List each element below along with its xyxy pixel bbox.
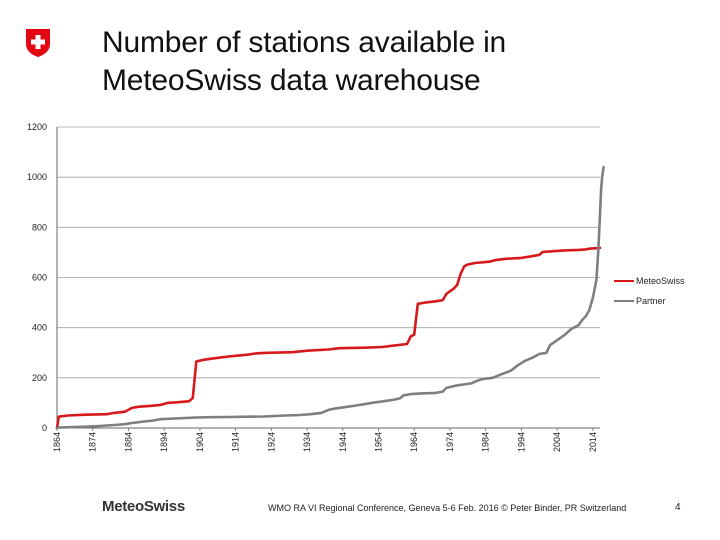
footer-credit: WMO RA VI Regional Conference, Geneva 5-… xyxy=(268,503,627,513)
legend-label-meteoswiss: MeteoSwiss xyxy=(636,276,685,286)
y-tick-label-800: 800 xyxy=(32,222,47,232)
page-number: 4 xyxy=(675,502,681,513)
x-tick-label-1964: 1964 xyxy=(409,432,419,452)
x-tick-label-1954: 1954 xyxy=(374,432,384,452)
legend-swatch-meteoswiss xyxy=(614,280,634,282)
x-tick-label-1924: 1924 xyxy=(266,432,276,452)
y-tick-label-400: 400 xyxy=(32,323,47,333)
y-tick-label-1000: 1000 xyxy=(27,172,47,182)
legend-swatch-partner xyxy=(614,300,634,302)
legend-label-partner: Partner xyxy=(636,296,666,306)
y-tick-label-200: 200 xyxy=(32,373,47,383)
x-tick-label-1904: 1904 xyxy=(195,432,205,452)
swiss-flag-logo xyxy=(26,29,50,57)
y-tick-label-0: 0 xyxy=(42,423,47,433)
x-tick-label-2014: 2014 xyxy=(588,432,598,452)
x-tick-label-1994: 1994 xyxy=(516,432,526,452)
x-tick-label-1944: 1944 xyxy=(338,432,348,452)
x-tick-label-1884: 1884 xyxy=(123,432,133,452)
page-title-line-2: MeteoSwiss data warehouse xyxy=(102,64,481,97)
x-tick-label-1914: 1914 xyxy=(231,432,241,452)
x-tick-label-1934: 1934 xyxy=(302,432,312,452)
legend-item-meteoswiss: MeteoSwiss xyxy=(614,271,685,291)
page-title-line-1: Number of stations available in xyxy=(102,26,507,59)
footer-brand: MeteoSwiss xyxy=(102,498,185,515)
x-tick-label-2004: 2004 xyxy=(552,432,562,452)
x-tick-label-1894: 1894 xyxy=(159,432,169,452)
x-tick-label-1874: 1874 xyxy=(88,432,98,452)
series-line-meteoswiss xyxy=(55,246,602,430)
page-title: Number of stations available in MeteoSwi… xyxy=(102,24,622,100)
legend-item-partner: Partner xyxy=(614,291,685,311)
y-tick-label-1200: 1200 xyxy=(27,122,47,132)
y-tick-label-600: 600 xyxy=(32,273,47,283)
x-tick-label-1974: 1974 xyxy=(445,432,455,452)
x-tick-label-1984: 1984 xyxy=(481,432,491,452)
series-line-partner xyxy=(55,165,605,430)
x-tick-label-1864: 1864 xyxy=(52,432,62,452)
chart-legend: MeteoSwiss Partner xyxy=(614,271,685,311)
